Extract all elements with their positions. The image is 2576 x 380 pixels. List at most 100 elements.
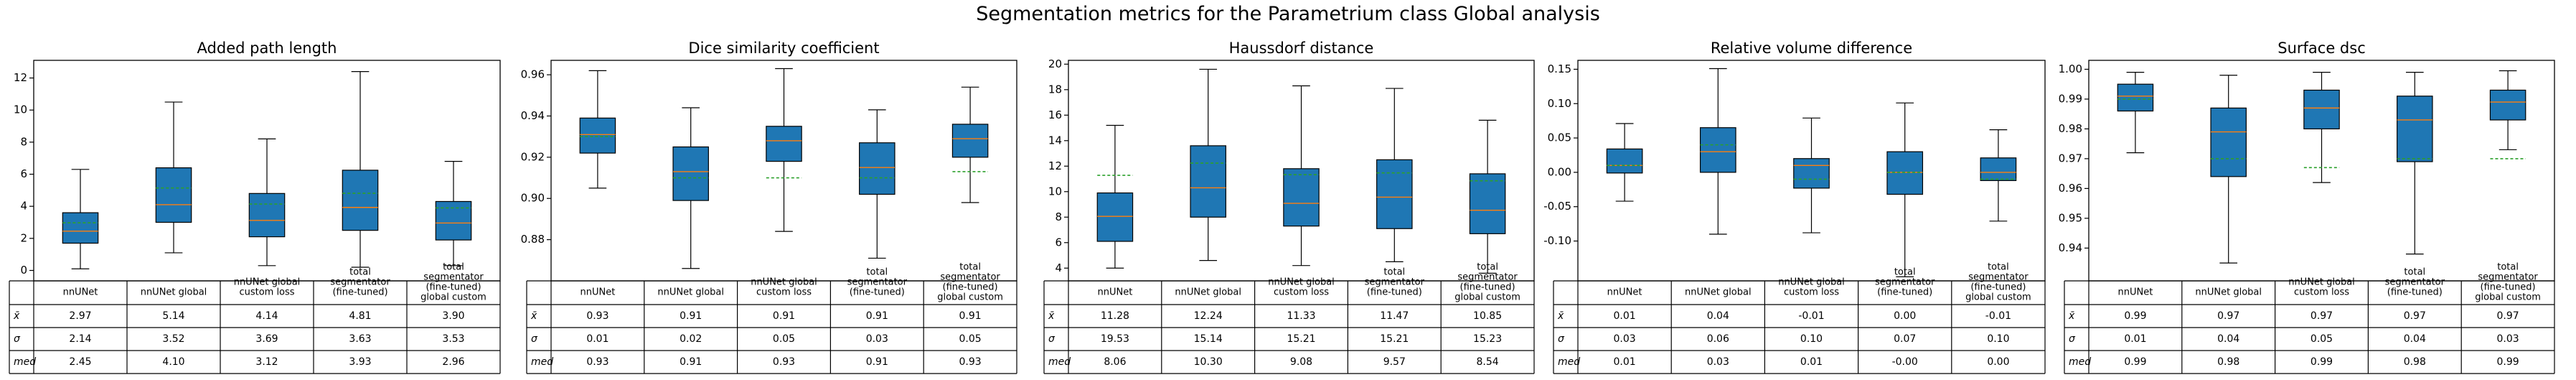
table-cell: 2.14 [69, 333, 91, 345]
y-tick-label: 4 [20, 200, 27, 213]
box [766, 126, 802, 162]
table-cell: 0.99 [2497, 356, 2519, 368]
row-label-mean: x̄ [1048, 310, 1055, 322]
y-tick-label: 4 [1055, 261, 1062, 274]
table-cell: 0.91 [866, 310, 888, 322]
column-header: (fine-tuned) [1460, 282, 1515, 293]
table-cell: 0.97 [2497, 310, 2519, 322]
column-header: nnUNet global [751, 277, 817, 288]
box [579, 117, 616, 154]
column-header: segmentator [2385, 277, 2445, 288]
box [1190, 145, 1226, 218]
column-header: segmentator [330, 277, 390, 288]
column-header: (fine-tuned) [850, 287, 905, 298]
y-tick-label: 2 [20, 231, 27, 244]
panel-title: Relative volume difference [1711, 40, 1912, 57]
panel-title: Dice similarity coefficient [688, 40, 879, 57]
table-cell: 0.99 [2311, 356, 2333, 368]
table-cell: 10.30 [1194, 356, 1223, 368]
column-header: (fine-tuned) [1877, 287, 1932, 298]
y-tick-label: -0.10 [1543, 234, 1571, 247]
table-cell: 2.97 [69, 310, 91, 322]
column-header: segmentator [423, 272, 484, 283]
column-header: nnUNet global [1175, 287, 1241, 298]
column-header: (fine-tuned) [426, 282, 481, 293]
table-cell: 0.93 [586, 356, 608, 368]
column-header: total [349, 267, 371, 278]
table-cell: 3.52 [162, 333, 184, 345]
y-tick-label: 16 [1048, 108, 1062, 121]
table-cell: 0.04 [2404, 333, 2426, 345]
y-tick-label: 0.10 [1548, 97, 1571, 110]
column-header: nnUNet global [234, 277, 301, 288]
box [1376, 159, 1413, 229]
y-tick-label: 0 [20, 264, 27, 277]
column-header: (fine-tuned) [943, 282, 998, 293]
box [1699, 127, 1736, 173]
column-header: (fine-tuned) [332, 287, 387, 298]
table-cell: 3.63 [349, 333, 371, 345]
y-tick-label: 10 [1048, 185, 1062, 198]
panel-title: Haussdorf distance [1229, 40, 1374, 57]
table-cell: 9.57 [1383, 356, 1406, 368]
column-header: nnUNet [1097, 287, 1132, 298]
column-header: global custom [937, 292, 1003, 303]
table-cell: 11.47 [1380, 310, 1409, 322]
column-header: custom loss [756, 287, 812, 298]
row-label-sigma: σ [1558, 333, 1565, 345]
panel-title: Added path length [197, 40, 337, 57]
table-cell: 9.08 [1290, 356, 1312, 368]
box [1793, 158, 1830, 189]
table-cell: -0.00 [1892, 356, 1918, 368]
y-tick-label: 0.15 [1548, 62, 1571, 75]
column-header: nnUNet global [141, 287, 207, 298]
column-header: segmentator [847, 277, 908, 288]
y-tick-label: 6 [20, 167, 27, 180]
table-cell: 0.01 [1614, 310, 1636, 322]
y-tick-label: 0.95 [2059, 211, 2082, 224]
y-tick-label: 0.96 [2059, 182, 2082, 195]
box [1469, 173, 1506, 234]
table-cell: 15.21 [1380, 333, 1409, 345]
table-cell: 4.10 [162, 356, 184, 368]
box [1096, 192, 1134, 242]
column-header: (fine-tuned) [2481, 282, 2536, 293]
box [155, 167, 192, 223]
table-cell: 0.04 [1707, 310, 1729, 322]
table-cell: 0.91 [866, 356, 888, 368]
column-header: nnUNet global [1778, 277, 1845, 288]
column-header: nnUNet global [2195, 287, 2262, 298]
column-header: nnUNet global [1268, 277, 1335, 288]
y-tick-label: 14 [1048, 134, 1062, 147]
table-cell: 0.02 [680, 333, 702, 345]
row-label-med: med [531, 356, 553, 368]
y-tick-label: 8 [20, 135, 27, 148]
table-cell: 0.01 [2124, 333, 2146, 345]
column-header: nnUNet global [657, 287, 724, 298]
column-header: custom loss [1274, 287, 1329, 298]
table-cell: 0.06 [1707, 333, 1729, 345]
column-header: segmentator [1457, 272, 1518, 283]
row-label-mean: x̄ [2068, 310, 2075, 322]
table-cell: 5.14 [162, 310, 184, 322]
y-tick-label: 12 [1048, 159, 1062, 172]
column-header: nnUNet global [2288, 277, 2355, 288]
table-cell: 0.00 [1894, 310, 1916, 322]
table-cell: 0.97 [2217, 310, 2239, 322]
box [2489, 89, 2526, 121]
table-cell: 0.99 [2124, 310, 2146, 322]
y-tick-label: 20 [1048, 57, 1062, 70]
column-header: nnUNet [2117, 287, 2153, 298]
box [1283, 168, 1320, 227]
column-header: (fine-tuned) [1367, 287, 1422, 298]
column-header: total [1894, 267, 1916, 278]
table-cell: 8.06 [1104, 356, 1126, 368]
table-cell: 0.01 [1800, 356, 1823, 368]
table-cell: 0.05 [2311, 333, 2333, 345]
table-cell: 3.53 [442, 333, 464, 345]
table-cell: 0.10 [1987, 333, 2009, 345]
table-cell: 3.93 [349, 356, 371, 368]
table-cell: 0.93 [773, 356, 795, 368]
box [951, 124, 989, 158]
column-header: nnUNet [63, 287, 98, 298]
